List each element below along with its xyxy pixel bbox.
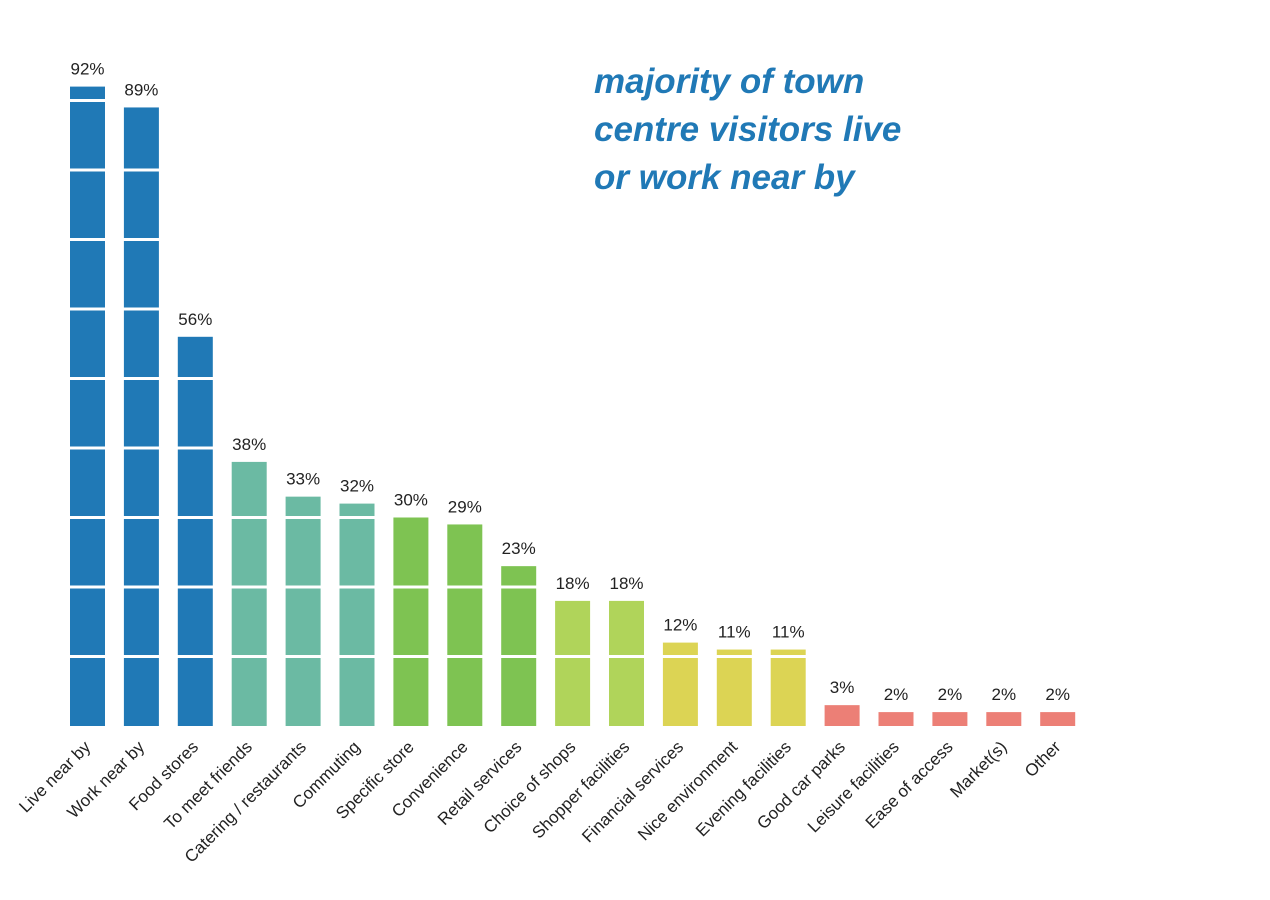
value-label-choice-of-shops: 18%	[556, 574, 590, 593]
bar-other	[1040, 712, 1076, 726]
category-label-leisure-facilities: Leisure facilities	[804, 737, 903, 836]
bar-segment-divider	[661, 655, 699, 658]
bar-to-meet-friends	[231, 461, 267, 726]
bar-evening-facilities	[770, 649, 806, 726]
value-label-evening-facilities: 11%	[772, 623, 805, 642]
bar-segment-divider	[608, 655, 645, 658]
bar-segment-divider	[338, 655, 376, 658]
value-label-leisure-facilities: 2%	[884, 685, 909, 704]
value-label-work-near-by: 89%	[124, 80, 158, 99]
bar-good-car-parks	[824, 705, 860, 726]
bar-segment-divider	[122, 168, 160, 172]
bar-ease-of-access	[932, 712, 968, 726]
bar-segment-divider	[69, 655, 106, 658]
headline-line-2: centre visitors live	[594, 110, 902, 149]
category-label-choice-of-shops: Choice of shops	[480, 737, 580, 837]
bar-segment-divider	[122, 516, 160, 519]
bar-segment-divider	[230, 655, 268, 658]
value-label-financial-services: 12%	[663, 616, 697, 635]
bar-segment-divider	[69, 307, 106, 311]
bar-leisure-facilities	[878, 712, 914, 726]
bar-segment-divider	[122, 446, 160, 450]
chart-headline: majority of town centre visitors live or…	[594, 58, 1014, 202]
bar-choice-of-shops	[555, 600, 591, 726]
bars-group	[70, 86, 1076, 727]
category-label-evening-facilities: Evening facilities	[692, 737, 795, 840]
bar-segment-divider	[284, 516, 322, 519]
bar-segment-divider	[69, 585, 106, 589]
bar-segment-divider	[446, 655, 484, 658]
bar-nice-environment	[716, 649, 752, 726]
headline-line-1: majority of town	[594, 62, 865, 101]
value-label-catering-restaurants: 33%	[286, 470, 320, 489]
category-label-market-s: Market(s)	[946, 737, 1010, 801]
bar-segment-divider	[69, 238, 106, 241]
value-label-nice-environment: 11%	[718, 623, 751, 642]
value-label-shopper-facilities: 18%	[609, 574, 643, 593]
bar-segment-divider	[338, 516, 376, 519]
bar-segment-divider	[69, 446, 106, 450]
bar-segment-divider	[69, 516, 106, 519]
bar-segment-divider	[69, 168, 106, 172]
value-label-food-stores: 56%	[178, 310, 212, 329]
bar-segment-divider	[122, 238, 160, 241]
bar-segment-divider	[446, 585, 484, 589]
bar-food-stores	[177, 336, 213, 726]
bar-segment-divider	[122, 585, 160, 589]
headline-line-3: or work near by	[594, 158, 855, 197]
bar-segment-divider	[122, 377, 160, 380]
value-label-commuting: 32%	[340, 477, 374, 496]
category-label-shopper-facilities: Shopper facilities	[528, 737, 633, 842]
bar-segment-divider	[176, 655, 214, 658]
bar-segment-divider	[176, 446, 214, 450]
bar-segment-divider	[69, 377, 106, 380]
value-labels-group: 92% 89% 56% 38% 33% 32% 30% 29% 23% 18% 18% 12% 11% 1…	[70, 60, 1070, 704]
bar-segment-divider	[500, 585, 538, 589]
bar-shopper-facilities	[609, 600, 644, 726]
value-label-specific-store: 30%	[394, 491, 428, 510]
bar-segment-divider	[122, 307, 160, 311]
bar-segment-divider	[176, 377, 214, 380]
bar-segment-divider	[500, 655, 538, 658]
value-label-convenience: 29%	[448, 497, 482, 516]
bar-specific-store	[393, 517, 429, 726]
bar-segment-divider	[284, 655, 322, 658]
value-label-market-s: 2%	[992, 685, 1017, 704]
bar-segment-divider	[122, 655, 160, 658]
bar-segment-divider	[715, 655, 753, 658]
bar-segment-divider	[176, 516, 214, 519]
bar-segment-divider	[284, 585, 322, 589]
bar-segment-divider	[230, 585, 268, 589]
bar-segment-divider	[554, 655, 592, 658]
bar-catering-restaurants	[285, 496, 321, 726]
bar-retail-services	[501, 566, 537, 726]
bar-segment-divider	[176, 585, 214, 589]
bar-segment-divider	[392, 585, 430, 589]
bar-segment-divider	[338, 585, 376, 589]
value-label-retail-services: 23%	[502, 539, 536, 558]
bar-work-near-by	[123, 107, 159, 726]
segment-dividers	[69, 99, 807, 658]
value-label-to-meet-friends: 38%	[232, 435, 266, 454]
value-label-other: 2%	[1045, 685, 1070, 704]
bar-segment-divider	[769, 655, 807, 658]
bar-convenience	[447, 524, 483, 726]
bar-segment-divider	[69, 99, 106, 102]
value-label-live-near-by: 92%	[70, 60, 104, 79]
category-label-financial-services: Financial services	[578, 737, 687, 846]
bar-commuting	[339, 503, 375, 726]
bar-market-s	[986, 712, 1022, 726]
value-label-ease-of-access: 2%	[938, 685, 963, 704]
bar-segment-divider	[392, 655, 430, 658]
value-label-good-car-parks: 3%	[830, 678, 855, 697]
category-label-other: Other	[1021, 737, 1065, 781]
category-label-nice-environment: Nice environment	[634, 737, 741, 844]
bar-segment-divider	[230, 516, 268, 519]
bar-live-near-by	[70, 86, 105, 727]
